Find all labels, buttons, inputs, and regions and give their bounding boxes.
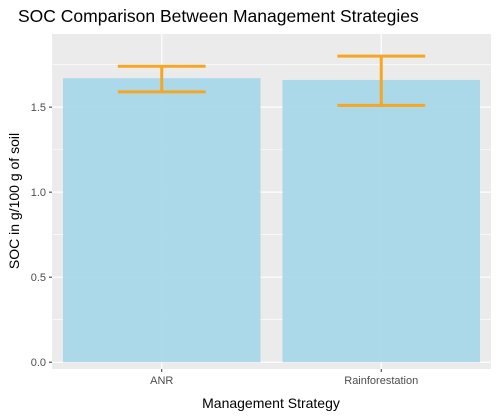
x-axis-title: Management Strategy bbox=[202, 395, 340, 411]
bar-rainforestation bbox=[282, 79, 481, 363]
y-axis-title: SOC in g/100 g of soil bbox=[6, 133, 22, 269]
y-tick-label: 1.5 bbox=[31, 102, 46, 114]
bar-anr bbox=[62, 78, 261, 363]
y-tick-label: 0.5 bbox=[31, 272, 46, 284]
y-tick-label: 0.0 bbox=[31, 357, 46, 369]
y-tick-label: 1.0 bbox=[31, 187, 46, 199]
chart-title: SOC Comparison Between Management Strate… bbox=[18, 6, 419, 26]
x-tick-label: Rainforestation bbox=[344, 375, 418, 387]
x-tick-label: ANR bbox=[150, 375, 173, 387]
